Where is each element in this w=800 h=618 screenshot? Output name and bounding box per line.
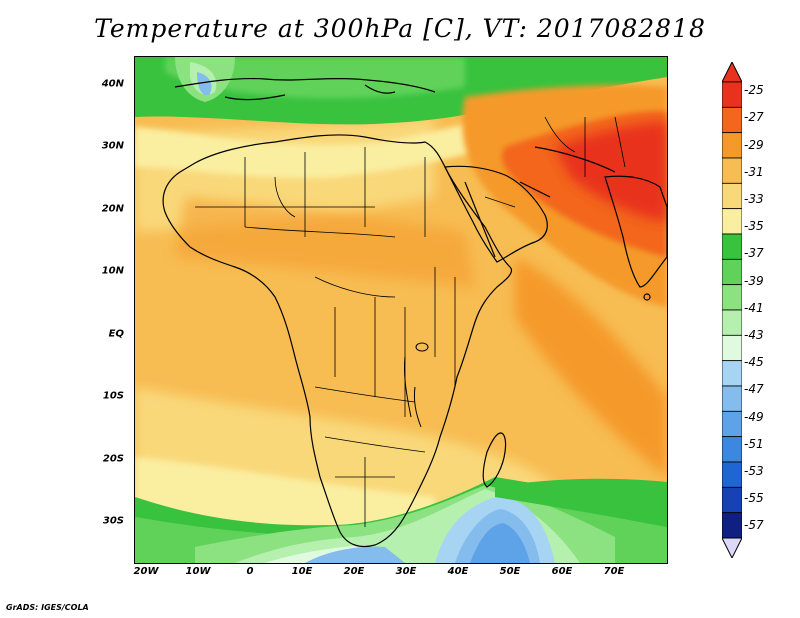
lat-label-40n: 40N bbox=[101, 78, 124, 90]
map-canvas bbox=[135, 57, 667, 563]
colorbar-label: -37 bbox=[744, 246, 764, 260]
lat-label-10s: 10S bbox=[102, 390, 124, 402]
colorbar-label: -33 bbox=[744, 192, 764, 206]
colorbar-cell bbox=[722, 436, 742, 463]
colorbar-cell bbox=[722, 233, 742, 260]
colorbar-cell bbox=[722, 334, 742, 362]
temperature-field bbox=[135, 57, 667, 563]
map-title: Temperature at 300hPa [C], VT: 201708281… bbox=[94, 14, 706, 43]
colorbar-cell bbox=[722, 284, 742, 311]
colorbar-cell bbox=[722, 486, 742, 514]
lat-label-20s: 20S bbox=[102, 453, 124, 465]
lon-label-20w: 20W bbox=[133, 566, 159, 577]
colorbar-label: -27 bbox=[744, 110, 764, 124]
colorbar-cell bbox=[722, 410, 742, 438]
colorbar-cell bbox=[722, 208, 742, 235]
colorbar-label: -45 bbox=[744, 355, 764, 369]
colorbar-label: -39 bbox=[744, 274, 764, 288]
coastlines bbox=[162, 77, 667, 548]
colorbar-label: -47 bbox=[744, 382, 764, 396]
colorbar-label: -29 bbox=[744, 138, 764, 152]
colorbar-cell bbox=[722, 106, 742, 134]
lakes bbox=[404, 342, 429, 428]
temperature-map bbox=[134, 56, 668, 564]
lat-label-30s: 30S bbox=[102, 515, 124, 527]
lat-label-eq: EQ bbox=[108, 328, 124, 340]
colorbar-bottom-arrow bbox=[722, 537, 742, 558]
colorbar-cell bbox=[722, 385, 742, 412]
lat-label-20n: 20N bbox=[101, 203, 124, 215]
colorbar-cell bbox=[722, 309, 742, 336]
lon-label-10e: 10E bbox=[291, 566, 313, 577]
colorbar-label: -25 bbox=[744, 83, 764, 97]
colorbar-cell bbox=[722, 512, 742, 539]
colorbar-label: -43 bbox=[744, 328, 764, 342]
lon-label-10w: 10W bbox=[185, 566, 211, 577]
colorbar-label: -41 bbox=[744, 301, 764, 315]
lon-label-50e: 50E bbox=[499, 566, 521, 577]
colorbar-label: -49 bbox=[744, 410, 764, 424]
colorbar-label: -57 bbox=[744, 518, 764, 532]
lon-label-60e: 60E bbox=[551, 566, 573, 577]
colorbar-cell bbox=[722, 360, 742, 387]
colorbar-cell bbox=[722, 157, 742, 184]
colorbar-label: -55 bbox=[744, 491, 764, 505]
colorbar-label: -53 bbox=[744, 464, 764, 478]
lon-label-30e: 30E bbox=[395, 566, 417, 577]
footer-credit: GrADS: IGES/COLA bbox=[6, 603, 89, 612]
colorbar-cell bbox=[722, 81, 742, 108]
lat-label-10n: 10N bbox=[101, 265, 124, 277]
colorbar-cell bbox=[722, 182, 742, 210]
colorbar bbox=[722, 62, 742, 558]
lat-label-30n: 30N bbox=[101, 140, 124, 152]
colorbar-cell bbox=[722, 132, 742, 159]
lon-label-70e: 70E bbox=[603, 566, 625, 577]
colorbar-label: -35 bbox=[744, 219, 764, 233]
colorbar-top-arrow bbox=[722, 62, 742, 83]
colorbar-label: -31 bbox=[744, 165, 764, 179]
lon-label-20e: 20E bbox=[343, 566, 365, 577]
colorbar-cell bbox=[722, 258, 742, 286]
lon-label-40e: 40E bbox=[447, 566, 469, 577]
country-borders bbox=[194, 116, 626, 527]
colorbar-label: -51 bbox=[744, 437, 764, 451]
colorbar-cell bbox=[722, 461, 742, 488]
lon-label-0: 0 bbox=[246, 566, 254, 577]
